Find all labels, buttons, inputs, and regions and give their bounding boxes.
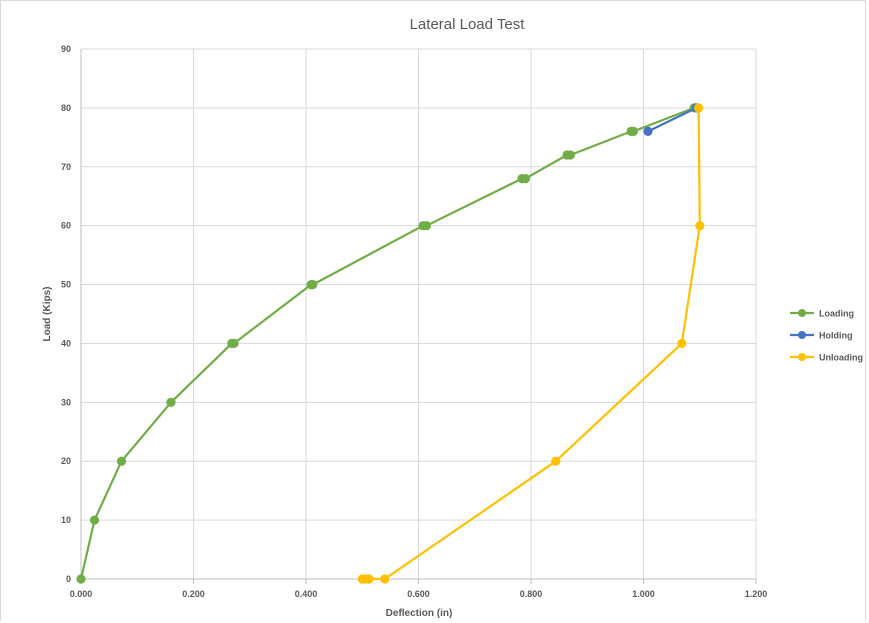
data-point-unloading [357,574,367,584]
x-tick-label: 0.600 [407,589,430,599]
data-point-unloading [551,456,561,466]
x-tick-label: 1.200 [745,589,768,599]
y-tick-label: 90 [61,44,71,54]
legend-item-unloading: Unloading [790,353,863,363]
data-point-loading [628,126,639,136]
legend-marker-unloading [798,353,806,361]
y-tick-label: 50 [61,280,71,290]
data-point-loading [166,397,176,407]
legend-label-loading: Loading [819,309,854,319]
x-tick-label: 0.800 [520,589,543,599]
data-point-loading [308,280,318,290]
data-point-loading [421,221,431,231]
data-point-unloading [695,221,705,231]
y-tick-label: 10 [61,515,71,525]
data-point-loading [76,574,86,584]
data-point-unloading [677,338,687,348]
chart-title: Lateral Load Test [410,16,526,33]
series-loading [76,103,702,584]
legend-item-holding: Holding [790,331,853,341]
gridlines [81,48,757,579]
x-tick-label: 0.200 [182,589,205,599]
data-point-loading [89,515,100,525]
y-tick-label: 20 [61,456,71,466]
data-point-loading [565,150,576,160]
y-tick-label: 30 [61,397,71,407]
legend-marker-holding [798,331,806,339]
data-point-loading [520,174,531,184]
y-tick-label: 70 [61,162,71,172]
series-line-holding [647,106,697,133]
y-tick-label: 80 [61,103,71,113]
axes: 0 10 20 30 40 50 60 70 80 90 0.000 0.200 0.400 0.600 0… [61,44,767,599]
x-tick-label: 0.400 [295,589,318,599]
x-axis-label: Deflection (in) [386,608,453,619]
y-tick-label: 60 [61,221,71,231]
data-point-loading [229,338,239,348]
x-tick-label: 0.000 [70,589,93,599]
y-axis-label: Load (Kips) [42,287,53,342]
legend-item-loading: Loading [790,309,854,319]
legend: Loading Holding Unloading [790,309,863,363]
series-unloading [357,103,705,584]
data-point-unloading [694,103,704,113]
legend-label-unloading: Unloading [819,353,863,363]
x-tick-label: 1.000 [632,589,655,599]
legend-marker-loading [798,309,806,317]
data-point-unloading [380,574,390,584]
data-point-holding [643,126,653,136]
y-tick-label: 40 [61,338,71,348]
plot-area [76,103,705,584]
y-tick-label: 0 [66,574,71,584]
legend-label-holding: Holding [819,331,853,341]
data-point-loading [116,456,127,466]
